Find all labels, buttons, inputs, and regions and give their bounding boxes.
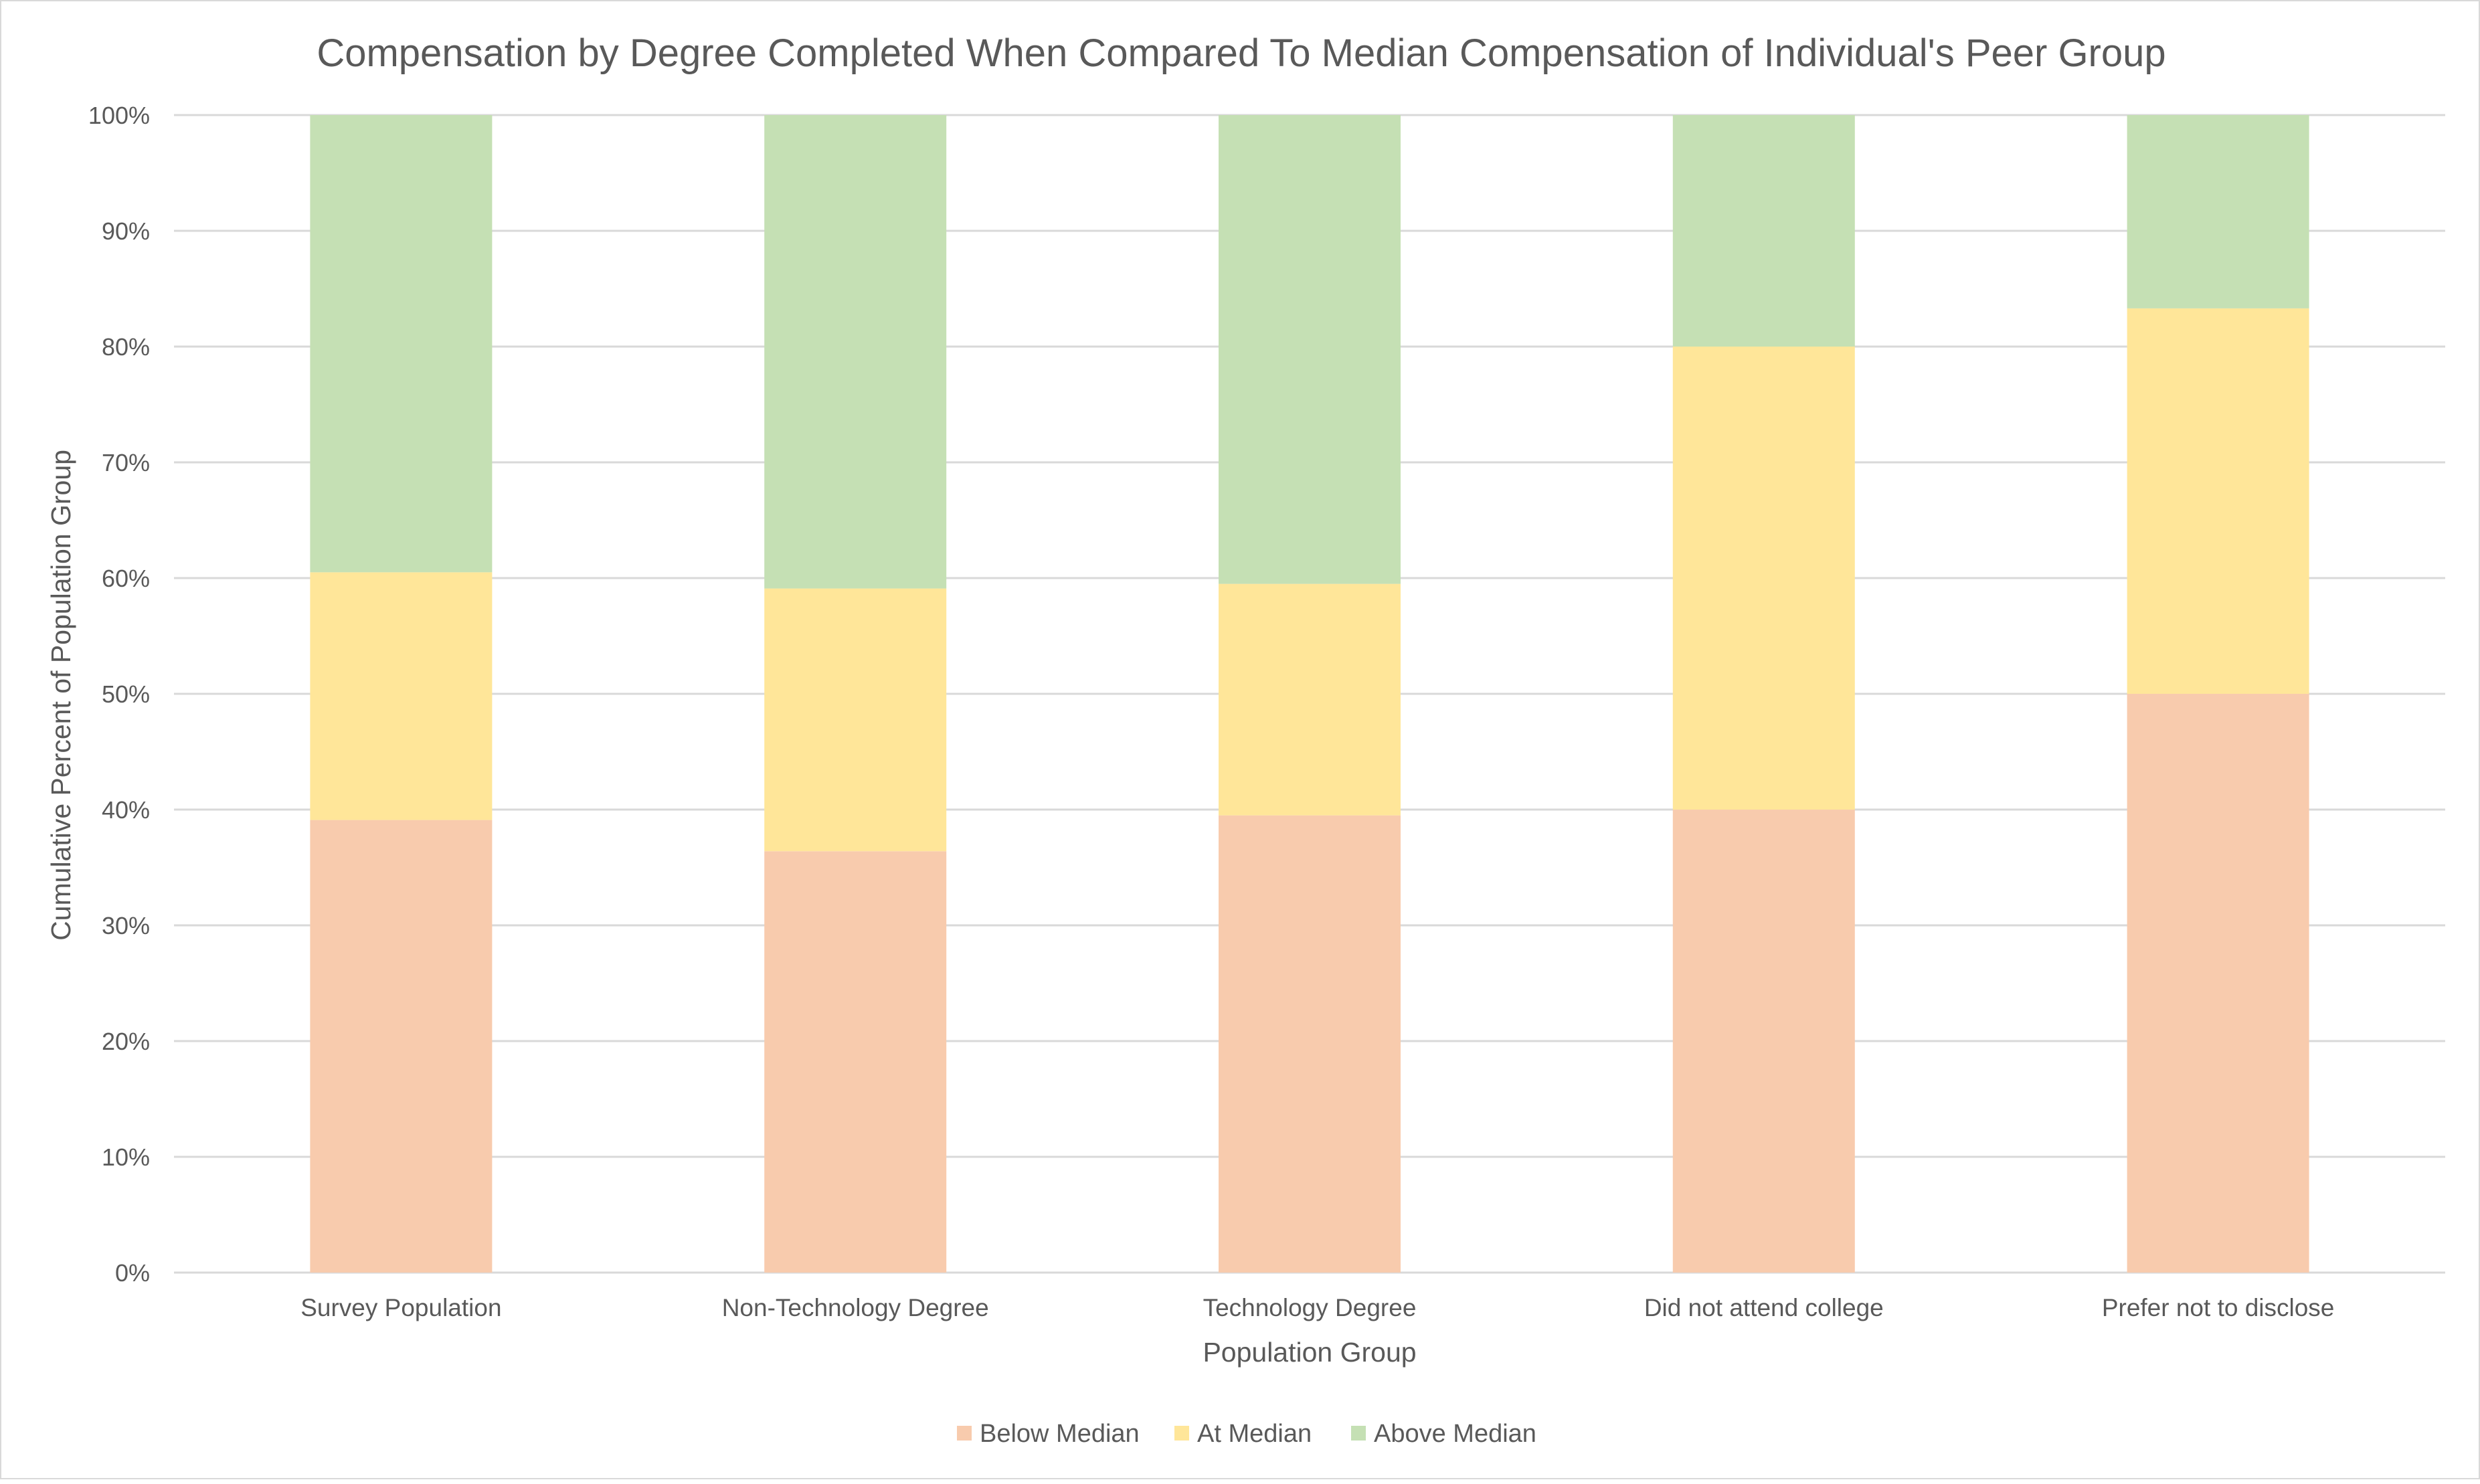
y-tick-label: 90% — [102, 217, 150, 245]
bar-segment-at-median — [1672, 347, 1855, 810]
legend-label: At Median — [1197, 1420, 1312, 1448]
bar-segment-at-median — [764, 588, 947, 852]
bar-segment-below-median — [764, 851, 947, 1273]
y-tick-label: 10% — [102, 1143, 150, 1171]
legend-swatch — [1174, 1426, 1189, 1441]
x-tick-labels: Survey Population Non-Technology Degree Te… — [300, 1294, 2334, 1321]
chart-title: Compensation by Degree Completed When Co… — [317, 31, 2165, 75]
bar-segment-above-median — [1219, 115, 1401, 584]
bar-segment-above-median — [310, 115, 493, 573]
x-tick-label: Prefer not to disclose — [2102, 1294, 2335, 1321]
x-tick-label: Survey Population — [300, 1294, 501, 1321]
bar-segment-below-median — [1219, 815, 1401, 1273]
y-tick-label: 50% — [102, 680, 150, 708]
x-tick-label: Non-Technology Degree — [722, 1294, 989, 1321]
y-tick-label: 30% — [102, 912, 150, 939]
bar-segment-above-median — [2127, 115, 2309, 308]
x-axis-title: Population Group — [1203, 1337, 1416, 1368]
bar-segment-at-median — [2127, 308, 2309, 694]
legend-label: Below Median — [980, 1420, 1140, 1448]
y-tick-label: 70% — [102, 449, 150, 476]
bars — [310, 115, 2309, 1273]
bar-segment-at-median — [1219, 583, 1401, 816]
bar-segment-above-median — [1672, 115, 1855, 347]
bar-segment-at-median — [310, 572, 493, 820]
x-tick-label: Did not attend college — [1644, 1294, 1884, 1321]
y-axis-title: Cumulative Percent of Population Group — [46, 450, 76, 941]
legend: Below Median At Median Above Median — [957, 1420, 1536, 1448]
bar-segment-below-median — [310, 820, 493, 1273]
legend-swatch — [957, 1426, 972, 1441]
y-tick-label: 60% — [102, 565, 150, 592]
y-tick-label: 100% — [88, 102, 150, 129]
y-tick-label: 20% — [102, 1028, 150, 1055]
bar-segment-below-median — [2127, 694, 2309, 1273]
y-tick-label: 80% — [102, 333, 150, 361]
bar-segment-below-median — [1672, 810, 1855, 1273]
legend-swatch — [1351, 1426, 1366, 1441]
legend-label: Above Median — [1374, 1420, 1536, 1448]
x-tick-label: Technology Degree — [1203, 1294, 1417, 1321]
y-tick-label: 0% — [115, 1259, 150, 1287]
y-tick-labels: 0% 10% 20% 30% 40% 50% 60% 70% 80% 90% 100% — [88, 102, 150, 1287]
y-tick-label: 40% — [102, 796, 150, 824]
bar-segment-above-median — [764, 115, 947, 589]
